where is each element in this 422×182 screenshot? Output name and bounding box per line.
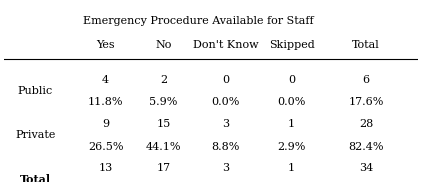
Text: 1: 1 bbox=[288, 163, 295, 173]
Text: 17.6%: 17.6% bbox=[349, 97, 384, 107]
Text: 15: 15 bbox=[156, 119, 170, 129]
Text: 8.8%: 8.8% bbox=[211, 142, 240, 152]
Text: 0.0%: 0.0% bbox=[277, 97, 306, 107]
Text: 5.9%: 5.9% bbox=[149, 97, 178, 107]
Text: 6: 6 bbox=[362, 75, 370, 85]
Text: 1: 1 bbox=[288, 119, 295, 129]
Text: 0: 0 bbox=[288, 75, 295, 85]
Text: 3: 3 bbox=[222, 163, 229, 173]
Text: 44.1%: 44.1% bbox=[146, 142, 181, 152]
Text: Total: Total bbox=[20, 174, 51, 182]
Text: 0.0%: 0.0% bbox=[211, 97, 240, 107]
Text: Emergency Procedure Available for Staff: Emergency Procedure Available for Staff bbox=[83, 16, 314, 26]
Text: 13: 13 bbox=[98, 163, 113, 173]
Text: 34: 34 bbox=[359, 163, 373, 173]
Text: 17: 17 bbox=[157, 163, 170, 173]
Text: 2.9%: 2.9% bbox=[277, 142, 306, 152]
Text: 9: 9 bbox=[102, 119, 109, 129]
Text: 4: 4 bbox=[102, 75, 109, 85]
Text: No: No bbox=[155, 40, 172, 50]
Text: 28: 28 bbox=[359, 119, 373, 129]
Text: Total: Total bbox=[352, 40, 380, 50]
Text: Don't Know: Don't Know bbox=[193, 40, 258, 50]
Text: 3: 3 bbox=[222, 119, 229, 129]
Text: Public: Public bbox=[18, 86, 53, 96]
Text: Yes: Yes bbox=[96, 40, 115, 50]
Text: 26.5%: 26.5% bbox=[88, 142, 123, 152]
Text: Private: Private bbox=[15, 130, 55, 141]
Text: 82.4%: 82.4% bbox=[348, 142, 384, 152]
Text: 11.8%: 11.8% bbox=[88, 97, 123, 107]
Text: 0: 0 bbox=[222, 75, 229, 85]
Text: Skipped: Skipped bbox=[269, 40, 314, 50]
Text: 2: 2 bbox=[160, 75, 167, 85]
